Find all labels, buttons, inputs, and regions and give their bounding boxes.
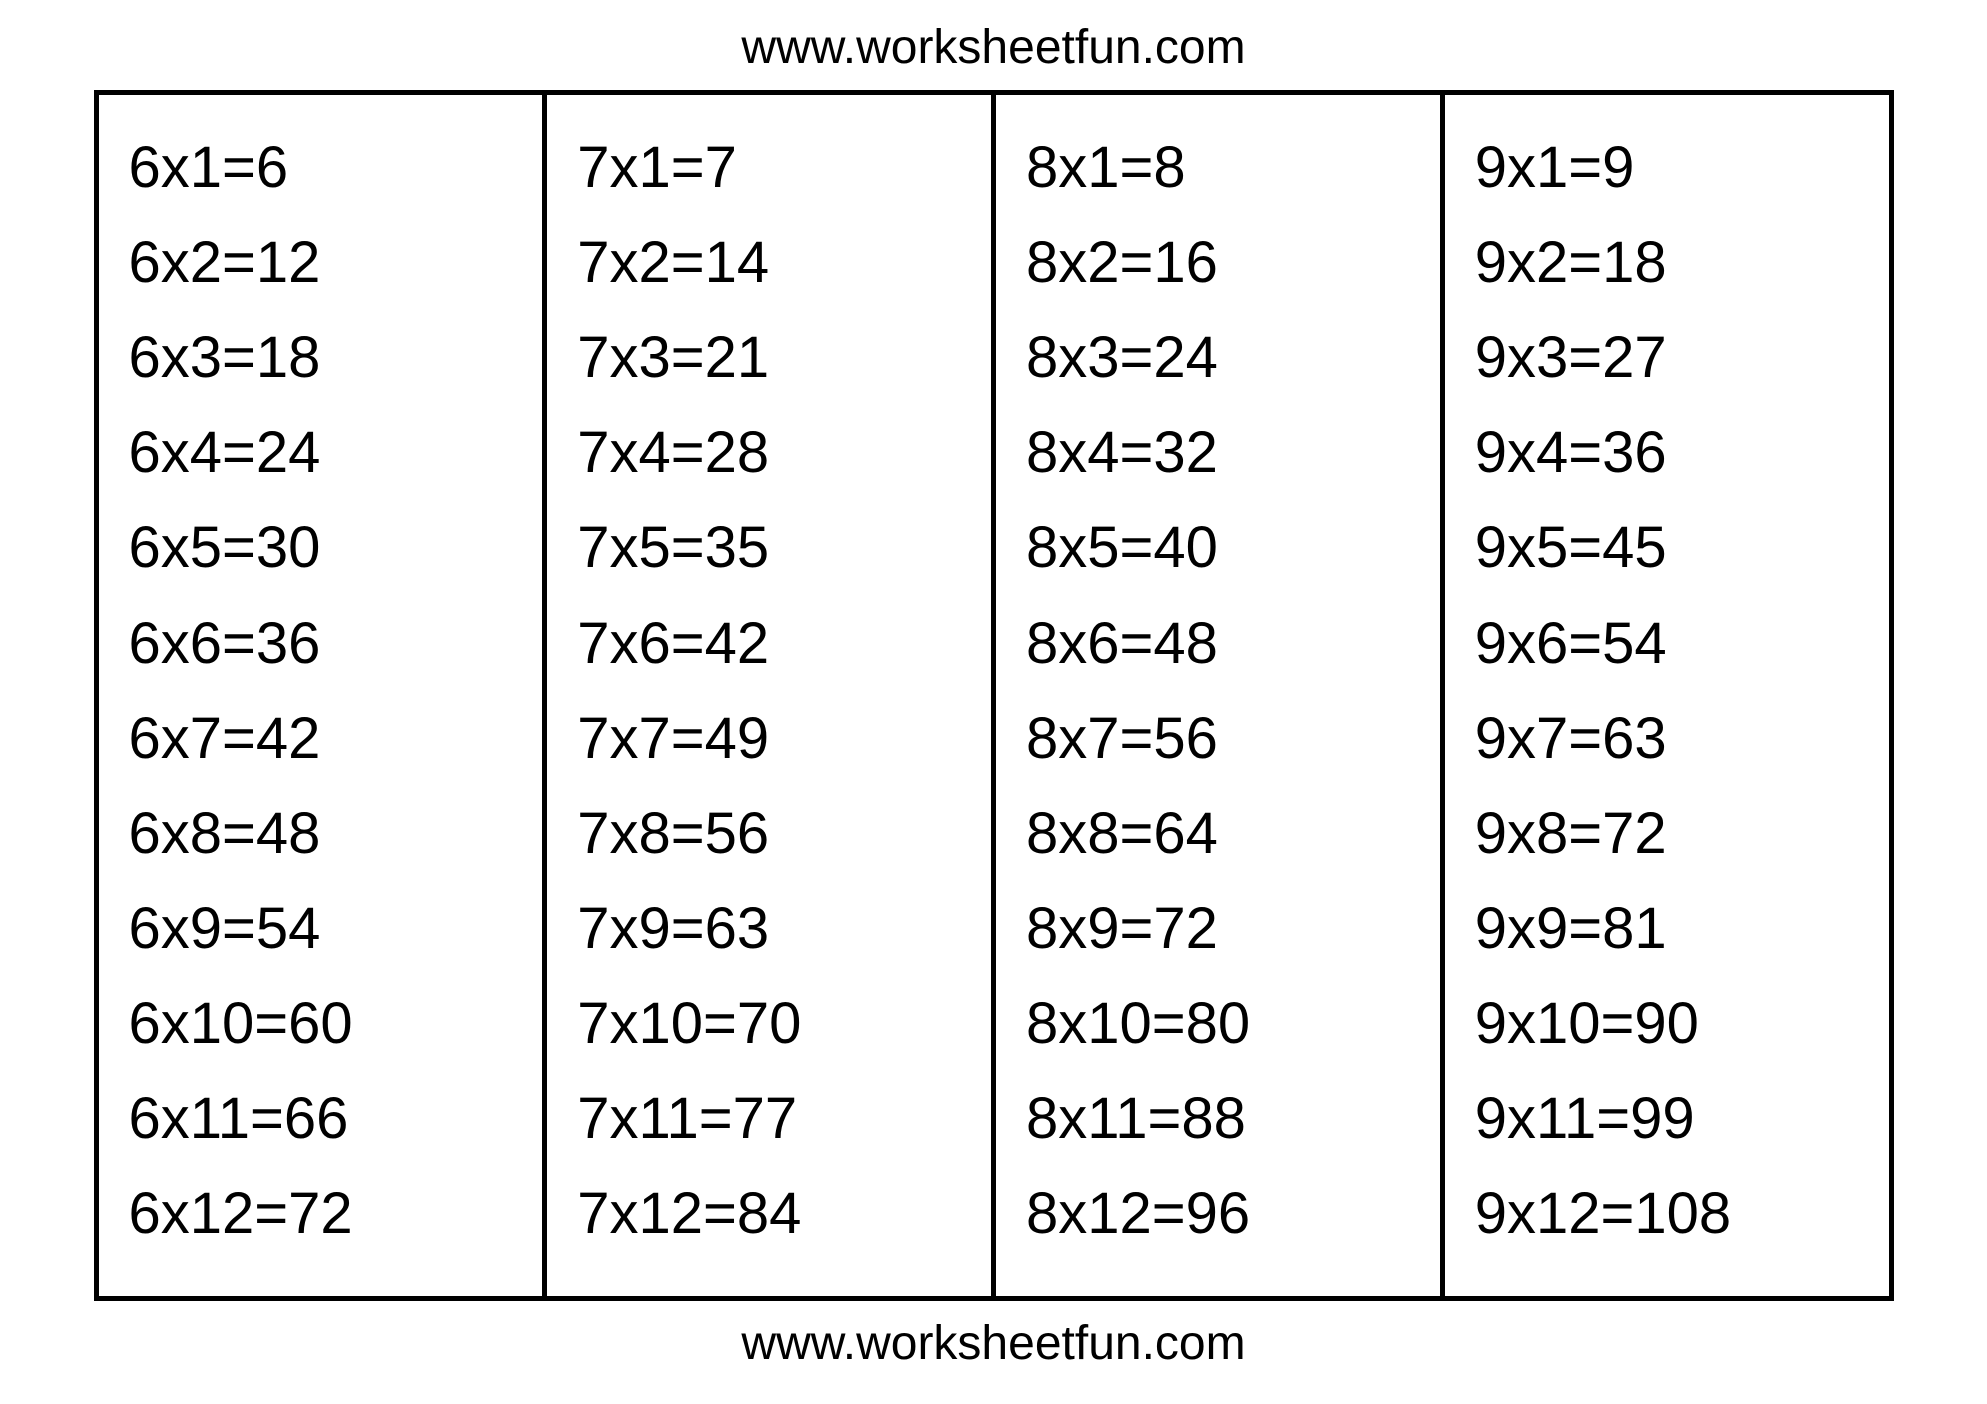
- table-row: 9x9=81: [1475, 881, 1859, 976]
- table-row: 6x6=36: [129, 596, 513, 691]
- table-row: 8x10=80: [1026, 976, 1410, 1071]
- table-row: 7x10=70: [577, 976, 961, 1071]
- table-row: 6x11=66: [129, 1071, 513, 1166]
- table-row: 7x5=35: [577, 500, 961, 595]
- table-row: 7x1=7: [577, 120, 961, 215]
- table-row: 6x1=6: [129, 120, 513, 215]
- table-row: 8x12=96: [1026, 1166, 1410, 1261]
- table-row: 7x11=77: [577, 1071, 961, 1166]
- table-row: 7x9=63: [577, 881, 961, 976]
- table-row: 6x2=12: [129, 215, 513, 310]
- table-row: 9x7=63: [1475, 691, 1859, 786]
- table-row: 8x6=48: [1026, 596, 1410, 691]
- table-row: 8x7=56: [1026, 691, 1410, 786]
- table-row: 7x6=42: [577, 596, 961, 691]
- table-row: 9x6=54: [1475, 596, 1859, 691]
- column-8-times: 8x1=8 8x2=16 8x3=24 8x4=32 8x5=40 8x6=48…: [996, 95, 1445, 1296]
- table-row: 6x9=54: [129, 881, 513, 976]
- table-row: 9x10=90: [1475, 976, 1859, 1071]
- table-row: 8x11=88: [1026, 1071, 1410, 1166]
- table-row: 7x3=21: [577, 310, 961, 405]
- table-row: 9x11=99: [1475, 1071, 1859, 1166]
- table-row: 9x12=108: [1475, 1166, 1859, 1261]
- table-row: 8x5=40: [1026, 500, 1410, 595]
- table-row: 7x4=28: [577, 405, 961, 500]
- table-row: 6x12=72: [129, 1166, 513, 1261]
- table-row: 7x2=14: [577, 215, 961, 310]
- multiplication-table: 6x1=6 6x2=12 6x3=18 6x4=24 6x5=30 6x6=36…: [94, 90, 1894, 1301]
- table-row: 9x4=36: [1475, 405, 1859, 500]
- table-row: 9x3=27: [1475, 310, 1859, 405]
- table-row: 8x3=24: [1026, 310, 1410, 405]
- table-row: 8x8=64: [1026, 786, 1410, 881]
- column-7-times: 7x1=7 7x2=14 7x3=21 7x4=28 7x5=35 7x6=42…: [547, 95, 996, 1296]
- table-row: 9x1=9: [1475, 120, 1859, 215]
- table-row: 7x12=84: [577, 1166, 961, 1261]
- footer-url: www.worksheetfun.com: [741, 1316, 1245, 1371]
- table-row: 6x10=60: [129, 976, 513, 1071]
- table-row: 9x8=72: [1475, 786, 1859, 881]
- table-row: 6x7=42: [129, 691, 513, 786]
- table-row: 8x2=16: [1026, 215, 1410, 310]
- table-row: 8x1=8: [1026, 120, 1410, 215]
- column-9-times: 9x1=9 9x2=18 9x3=27 9x4=36 9x5=45 9x6=54…: [1445, 95, 1889, 1296]
- column-6-times: 6x1=6 6x2=12 6x3=18 6x4=24 6x5=30 6x6=36…: [99, 95, 548, 1296]
- table-row: 8x9=72: [1026, 881, 1410, 976]
- table-row: 6x3=18: [129, 310, 513, 405]
- table-row: 7x7=49: [577, 691, 961, 786]
- table-row: 9x5=45: [1475, 500, 1859, 595]
- table-row: 9x2=18: [1475, 215, 1859, 310]
- header-url: www.worksheetfun.com: [741, 20, 1245, 75]
- table-row: 6x8=48: [129, 786, 513, 881]
- table-row: 6x4=24: [129, 405, 513, 500]
- table-row: 7x8=56: [577, 786, 961, 881]
- table-row: 6x5=30: [129, 500, 513, 595]
- table-row: 8x4=32: [1026, 405, 1410, 500]
